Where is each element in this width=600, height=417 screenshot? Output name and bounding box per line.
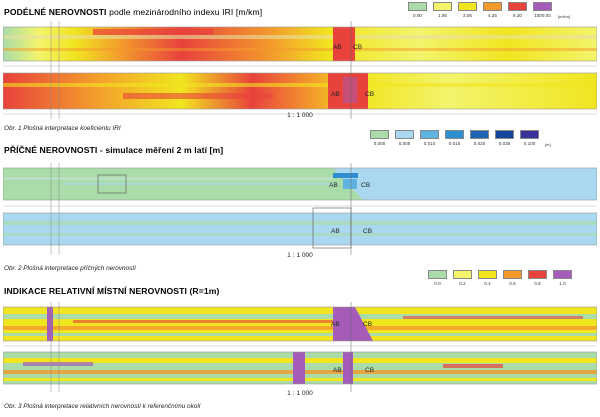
marker-cb: CB (361, 182, 370, 189)
legend-swatch (483, 2, 502, 11)
legend-item: 0.000 (370, 130, 389, 146)
legend-swatch (428, 270, 447, 279)
legend-item: 0.005 (395, 130, 414, 146)
marker-ab: AB (331, 321, 340, 328)
legend-label: 0.010 (423, 141, 436, 146)
road-lower (3, 351, 597, 385)
legend-swatch (458, 2, 477, 11)
legend-item: 0.100 (520, 130, 539, 146)
legend-item: 1.0 (553, 270, 572, 286)
legend-label: 0.6 (509, 281, 516, 286)
panel-iri: PODÉLNÉ NEROVNOSTI podle mezinárodního i… (0, 0, 600, 140)
scale-label: 1 : 1 000 (287, 390, 313, 397)
legend-item: 4.25 (483, 2, 502, 18)
legend-item: 0.2 (453, 270, 472, 286)
marker-ab: AB (331, 228, 340, 235)
legend-unit: [m] (545, 142, 551, 147)
legend-swatch (533, 2, 552, 11)
panel-transverse: PŘÍČNÉ NEROVNOSTI - simulace měření 2 m … (0, 130, 600, 278)
panel-title: PŘÍČNÉ NEROVNOSTI - simulace měření 2 m … (4, 145, 223, 155)
legend-item: 1.95 (433, 2, 452, 18)
marker-ab: AB (333, 367, 342, 374)
marker-ab: AB (329, 182, 338, 189)
legend-item: 0.035 (495, 130, 514, 146)
road-lower (3, 207, 597, 249)
legend-swatch (408, 2, 427, 11)
legend-swatch (553, 270, 572, 279)
legend-label: 1.95 (438, 13, 447, 18)
road-map-relative: AB CB AB CB (3, 302, 597, 392)
marker-cb: CB (363, 321, 372, 328)
panel-title-bold: INDIKACE RELATIVNÍ MÍSTNÍ NEROVNOSTI (R=… (4, 286, 220, 296)
legend: 0.0 0.2 0.4 0.6 0.8 1.0 (428, 270, 578, 286)
marker-cb: CB (353, 44, 362, 51)
legend-label: 0.2 (459, 281, 466, 286)
panel-title: PODÉLNÉ NEROVNOSTI podle mezinárodního i… (4, 7, 262, 17)
legend: 0.000 0.005 0.010 0.015 0.020 0.035 0.10… (370, 130, 551, 147)
legend-item: 0.4 (478, 270, 497, 286)
panel-title-normal: podle mezinárodního indexu IRI [m/km] (109, 7, 263, 17)
legend-swatch (528, 270, 547, 279)
legend-label: 0.000 (373, 141, 386, 146)
road-upper (3, 306, 597, 342)
legend: 0.00 1.95 3.05 4.25 6.30 1000.00 [m/km] (408, 2, 570, 19)
scale-label: 1 : 1 000 (287, 112, 313, 119)
road-map-transverse: AB CB AB CB (3, 163, 597, 255)
marker-cb: CB (363, 228, 372, 235)
marker-cb: CB (365, 91, 374, 98)
legend-swatch (433, 2, 452, 11)
legend-label: 3.05 (463, 13, 472, 18)
legend-item: 0.6 (503, 270, 522, 286)
legend-swatch (520, 130, 539, 139)
legend-item: 0.8 (528, 270, 547, 286)
marker-ab: AB (333, 44, 342, 51)
legend-label: 1.0 (559, 281, 566, 286)
figure-caption: Obr. 3 Plošná interpretace relativních n… (4, 403, 201, 410)
legend-label: 4.25 (488, 13, 497, 18)
legend-swatch (470, 130, 489, 139)
legend-label: 0.8 (534, 281, 541, 286)
legend-label: 6.30 (513, 13, 522, 18)
panel-title: INDIKACE RELATIVNÍ MÍSTNÍ NEROVNOSTI (R=… (4, 286, 219, 296)
legend-item: 0.00 (408, 2, 427, 18)
legend-swatch (503, 270, 522, 279)
legend-unit: [m/km] (558, 14, 570, 19)
road-lower (3, 72, 597, 110)
legend-swatch (495, 130, 514, 139)
legend-swatch (420, 130, 439, 139)
legend-label: 0.015 (448, 141, 461, 146)
legend-label: 0.005 (398, 141, 411, 146)
road-upper (3, 167, 597, 201)
legend-swatch (445, 130, 464, 139)
legend-item: 6.30 (508, 2, 527, 18)
panel-relative: INDIKACE RELATIVNÍ MÍSTNÍ NEROVNOSTI (R=… (0, 270, 600, 417)
panel-title-bold: PODÉLNÉ NEROVNOSTI (4, 7, 107, 17)
legend-label: 0.00 (413, 13, 422, 18)
figure-caption: Obr. 2 Plošná interpretace příčných nero… (4, 265, 136, 272)
marker-ab: AB (331, 91, 340, 98)
legend-item: 3.05 (458, 2, 477, 18)
legend-swatch (478, 270, 497, 279)
legend-item: 1000.00 (533, 2, 552, 18)
legend-label: 0.035 (498, 141, 511, 146)
figure-caption: Obr. 1 Plošná interpretace koeficientu I… (4, 125, 121, 132)
legend-swatch (508, 2, 527, 11)
legend-label: 0.4 (484, 281, 491, 286)
legend-label: 0.100 (523, 141, 536, 146)
road-map-iri: AB CB AB CB (3, 21, 597, 119)
legend-label: 1000.00 (534, 13, 551, 18)
scale-label: 1 : 1 000 (287, 252, 313, 259)
legend-swatch (370, 130, 389, 139)
legend-label: 0.0 (434, 281, 441, 286)
legend-item: 0.0 (428, 270, 447, 286)
legend-label: 0.020 (473, 141, 486, 146)
legend-swatch (453, 270, 472, 279)
legend-item: 0.010 (420, 130, 439, 146)
road-upper (3, 26, 597, 62)
marker-cb: CB (365, 367, 374, 374)
legend-item: 0.015 (445, 130, 464, 146)
panel-title-bold: PŘÍČNÉ NEROVNOSTI - simulace měření 2 m … (4, 145, 224, 155)
legend-item: 0.020 (470, 130, 489, 146)
legend-swatch (395, 130, 414, 139)
